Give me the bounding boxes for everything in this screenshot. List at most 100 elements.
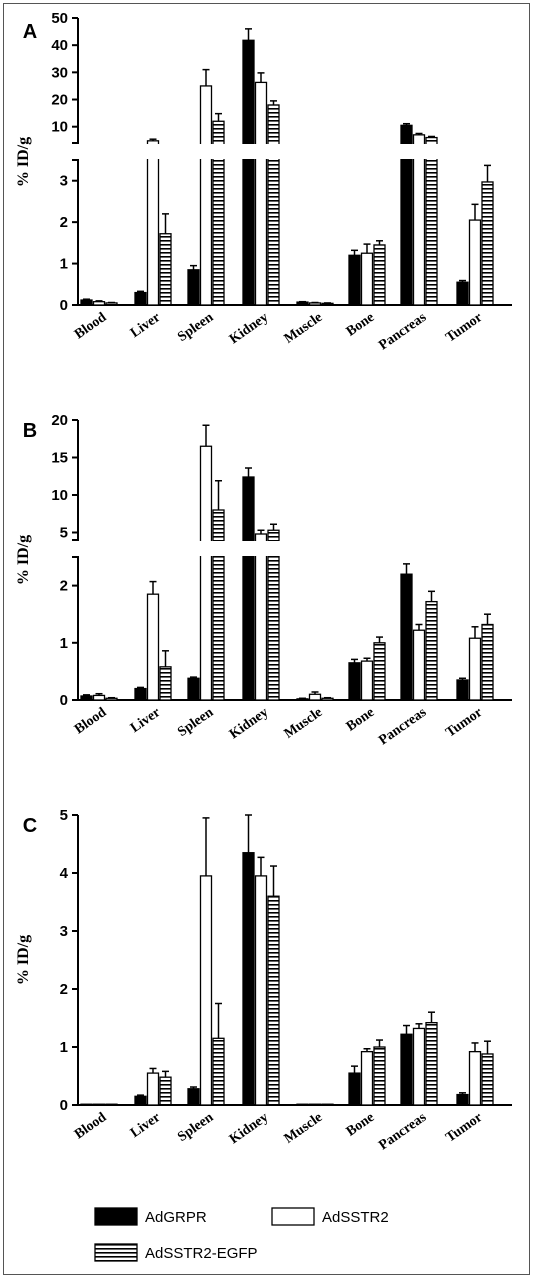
category-label: Tumor: [443, 1110, 485, 1146]
legend-swatch-adsstr2-egfp: [94, 1243, 138, 1262]
y-tick-label: 20: [51, 412, 68, 429]
panel-b: B % ID/g 0 1 2 5 10 15 20 Blood Liver Spleen Kidney M…: [15, 412, 512, 748]
category-label: Bone: [344, 310, 377, 340]
bar-adsstr2-egfp-bone: [373, 1046, 386, 1106]
bar-adgrpr-tumor: [456, 281, 469, 306]
bar-adgrpr-spleen: [187, 269, 200, 306]
bar-break-gap: [267, 541, 280, 556]
bar-adsstr2-egfp-tumor: [481, 623, 494, 701]
bar-adgrpr-liver: [134, 291, 147, 306]
y-tick-label: 10: [51, 487, 68, 504]
bar-adgrpr-liver: [134, 1095, 147, 1106]
bar-break-gap: [254, 144, 268, 159]
bar-adgrpr-spleen: [187, 1088, 200, 1106]
category-label: Pancreas: [376, 705, 429, 749]
category-label: Bone: [344, 1110, 377, 1140]
bar-adsstr2-liver: [146, 1072, 160, 1106]
legend-label: AdSSTR2: [322, 1209, 389, 1226]
bar-adsstr2-spleen: [199, 85, 213, 306]
y-tick-label: 1: [60, 1039, 68, 1056]
bar-adsstr2-pancreas: [412, 134, 426, 306]
bar-adgrpr-muscle: [296, 1103, 309, 1106]
bar-adsstr2-blood: [92, 1103, 106, 1106]
bar-adsstr2-kidney: [254, 533, 268, 701]
bar-adsstr2-bone: [360, 252, 374, 306]
category-label: Spleen: [175, 310, 216, 345]
bar-adsstr2-egfp-spleen: [212, 509, 225, 701]
panel-label: B: [23, 420, 37, 442]
bar-adsstr2-pancreas: [412, 629, 426, 701]
y-tick-label: 0: [60, 297, 68, 314]
legend-swatch-adsstr2: [271, 1207, 315, 1226]
bar-adsstr2-egfp-tumor: [481, 1053, 494, 1106]
bar-adgrpr-kidney: [242, 852, 255, 1106]
bar-adsstr2-egfp-kidney: [267, 104, 280, 306]
bar-adsstr2-egfp-spleen: [212, 1037, 225, 1106]
category-label: Tumor: [443, 705, 485, 741]
bar-break-gap: [212, 144, 225, 159]
category-label: Kidney: [227, 310, 271, 347]
legend-swatch-adgrpr: [94, 1207, 138, 1226]
bar-adgrpr-liver: [134, 687, 147, 701]
y-tick-label: 15: [51, 450, 68, 467]
bar-adsstr2-liver: [146, 593, 160, 701]
category-label: Tumor: [443, 310, 485, 346]
bar-adsstr2-muscle: [308, 693, 322, 701]
y-tick-label: 0: [60, 1097, 68, 1114]
panel-label: A: [23, 21, 37, 43]
bar-adsstr2-egfp-blood: [105, 697, 118, 701]
bar-adsstr2-egfp-blood: [105, 1103, 118, 1106]
bar-break-gap: [254, 541, 268, 556]
y-tick-label: 2: [60, 214, 68, 231]
category-label: Kidney: [227, 705, 271, 742]
panel-c: C % ID/g 0 1 2 3 4 5 Blood Liver Spleen Kidney Muscl…: [15, 807, 512, 1153]
bar-adsstr2-egfp-pancreas: [425, 1021, 438, 1106]
category-label: Muscle: [282, 310, 326, 347]
bar-adgrpr-bone: [348, 662, 361, 701]
category-label: Blood: [72, 1110, 109, 1142]
bar-adgrpr-bone: [348, 1072, 361, 1106]
bar-adgrpr-blood: [80, 1103, 93, 1106]
bar-adsstr2-pancreas: [412, 1027, 426, 1106]
y-axis-label: % ID/g: [15, 137, 32, 187]
bar-adsstr2-muscle: [308, 1103, 322, 1106]
bar-adsstr2-spleen: [199, 445, 213, 701]
legend: AdGRPR AdSSTR2 AdSSTR2-EGFP: [94, 1207, 389, 1262]
figure-frame: [3, 3, 530, 1275]
category-label: Muscle: [282, 705, 326, 742]
category-label: Muscle: [282, 1110, 326, 1147]
bar-break-gap: [242, 541, 255, 556]
bar-adsstr2-bone: [360, 1050, 374, 1106]
bar-adsstr2-egfp-muscle: [321, 697, 334, 701]
legend-label: AdSSTR2-EGFP: [145, 1245, 258, 1262]
category-label: Kidney: [227, 1110, 271, 1147]
bar-adsstr2-blood: [92, 301, 106, 306]
category-label: Liver: [128, 705, 163, 736]
y-axis-label: % ID/g: [15, 535, 32, 585]
y-tick-label: 0: [60, 692, 68, 709]
bar-adsstr2-tumor: [468, 219, 482, 306]
y-tick-label: 2: [60, 981, 68, 998]
bar-adsstr2-egfp-liver: [159, 1076, 172, 1106]
bar-break-gap: [425, 144, 438, 159]
bar-adgrpr-bone: [348, 254, 361, 306]
panel-a: A % ID/g 0 1 2 3 10 20 30 40 50 Blood Liver Spleen Kid…: [15, 10, 512, 353]
y-tick-label: 3: [60, 173, 68, 190]
bar-break-gap: [212, 541, 225, 556]
bar-adsstr2-egfp-muscle: [321, 1103, 334, 1106]
bar-adgrpr-tumor: [456, 1093, 469, 1106]
bar-adsstr2-egfp-liver: [159, 666, 172, 701]
bar-break-gap: [199, 541, 213, 556]
bar-adsstr2-blood: [92, 694, 106, 701]
bar-adgrpr-muscle: [296, 301, 309, 306]
y-axis-label: % ID/g: [15, 935, 32, 985]
bar-break-gap: [412, 144, 426, 159]
y-tick-label: 50: [51, 10, 68, 27]
category-label: Bone: [344, 705, 377, 735]
y-tick-label: 5: [60, 807, 68, 824]
bar-adsstr2-egfp-pancreas: [425, 600, 438, 701]
bar-adgrpr-kidney: [242, 39, 255, 306]
category-label: Liver: [128, 310, 163, 341]
category-label: Blood: [72, 705, 109, 737]
bar-adgrpr-pancreas: [400, 1033, 413, 1106]
